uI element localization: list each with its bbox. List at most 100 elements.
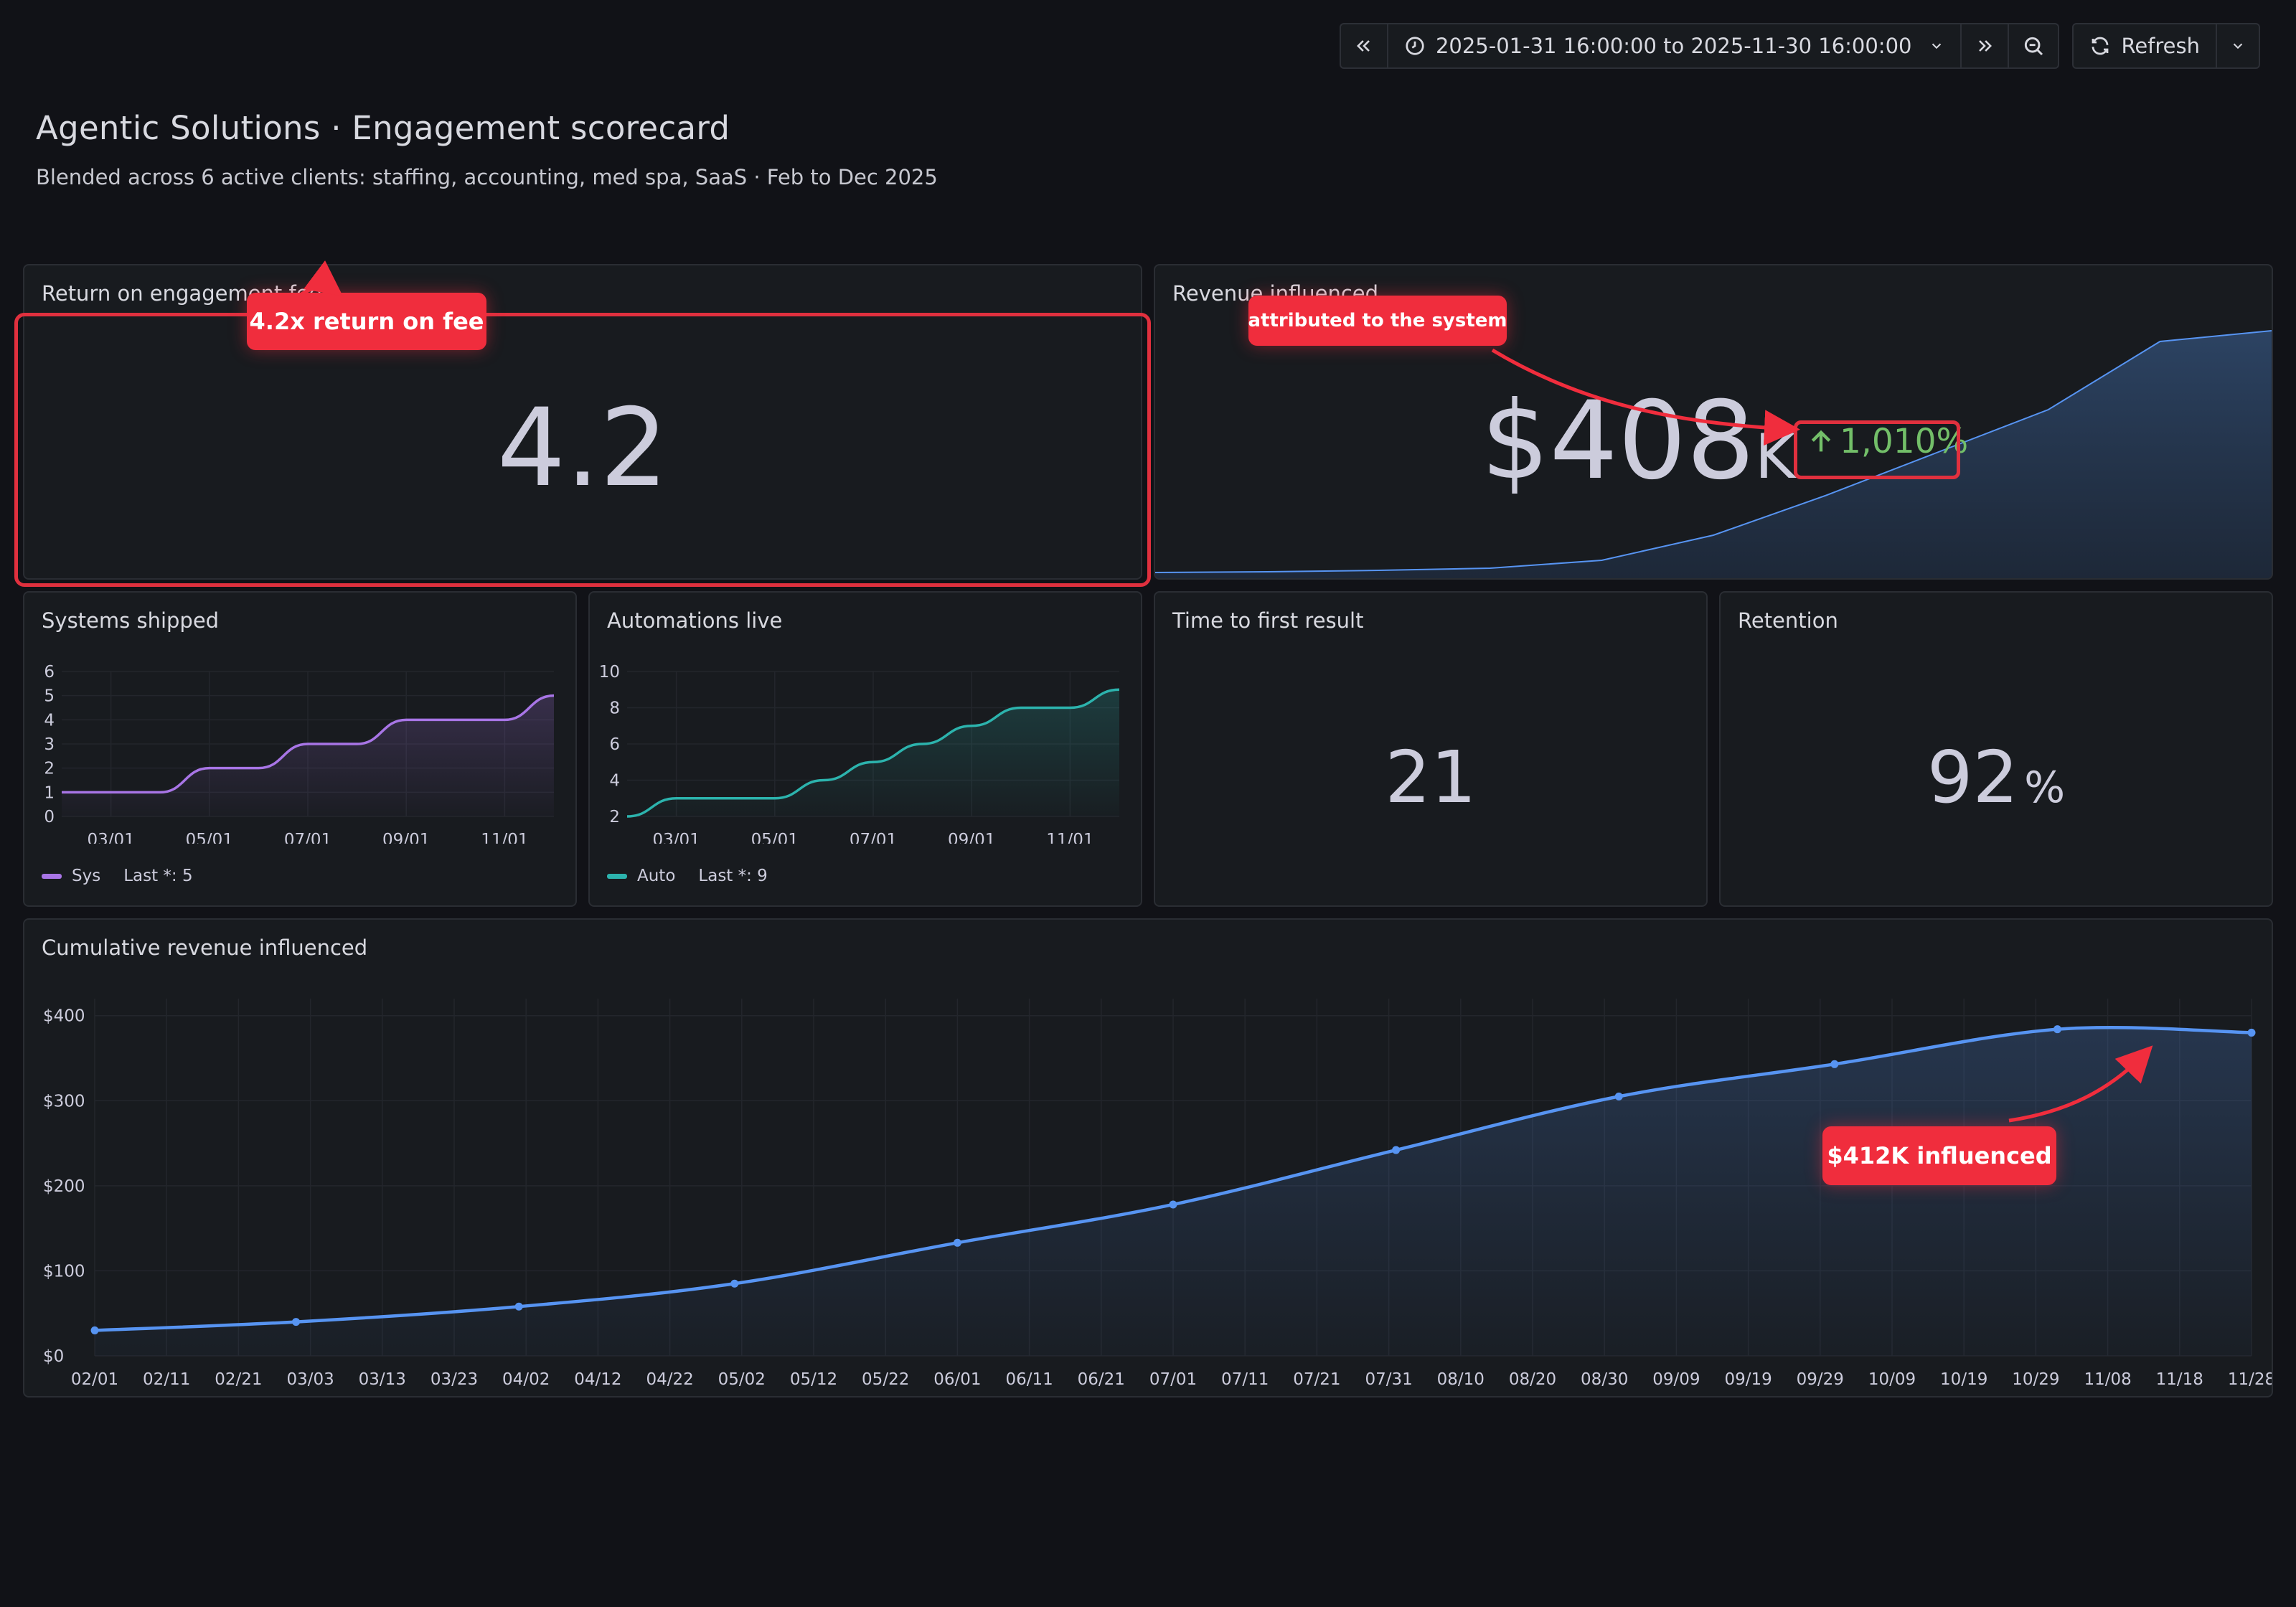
x-tick-label: 09/01	[382, 831, 430, 844]
x-tick-label: 02/21	[215, 1370, 262, 1389]
panel-title: Systems shipped	[42, 608, 220, 633]
roi-panel[interactable]: Return on engagement fee 4.2	[23, 264, 1142, 580]
retention-stat: 92%	[1721, 742, 2272, 814]
zoom-out-button[interactable]	[2008, 24, 2058, 67]
data-point[interactable]	[2247, 1028, 2256, 1037]
y-tick-label: 6	[609, 735, 620, 754]
time-range-picker[interactable]: 2025-01-31 16:00:00 to 2025-11-30 16:00:…	[1386, 24, 1961, 67]
y-tick-label: 5	[44, 687, 55, 706]
refresh-icon	[2092, 37, 2109, 55]
refresh-group: Refresh	[2072, 23, 2260, 69]
data-point[interactable]	[1169, 1200, 1177, 1209]
data-point[interactable]	[2053, 1025, 2061, 1034]
y-tick-label: 6	[44, 663, 55, 682]
x-tick-label: 03/01	[87, 831, 134, 844]
shift-time-back-button[interactable]	[1341, 24, 1387, 67]
data-point[interactable]	[90, 1326, 99, 1334]
x-tick-label: 10/29	[2012, 1370, 2059, 1389]
x-tick-label: 09/19	[1724, 1370, 1772, 1389]
refresh-interval-dropdown[interactable]	[2216, 24, 2259, 67]
x-tick-label: 02/11	[143, 1370, 190, 1389]
x-tick-label: 06/21	[1078, 1370, 1125, 1389]
x-tick-label: 07/21	[1293, 1370, 1340, 1389]
cumulative-revenue-chart: $0 $100 $200 $300 $400 02/01 02/11 02/21 03/03 03…	[43, 999, 2272, 1389]
data-point[interactable]	[292, 1318, 301, 1326]
time-to-first-result-panel[interactable]: Time to first result 21	[1154, 591, 1708, 907]
automations-live-panel[interactable]: Automations live 2 4 6 8 10 03/01 05/01 07/01 09…	[588, 591, 1142, 907]
cumulative-revenue-panel[interactable]: Cumulative revenue influenced $0 $100 $200…	[23, 918, 2273, 1398]
x-tick-label: 11/18	[2156, 1370, 2203, 1389]
x-tick-label: 09/01	[948, 831, 995, 844]
x-tick-label: 09/29	[1797, 1370, 1844, 1389]
revenue-stat: $408 K	[1481, 387, 1795, 495]
x-tick-label: 08/10	[1437, 1370, 1485, 1389]
data-point[interactable]	[1392, 1146, 1401, 1154]
x-tick-label: 07/31	[1365, 1370, 1412, 1389]
x-tick-label: 11/01	[481, 831, 528, 844]
legend-swatch	[42, 873, 62, 879]
double-chevron-right-icon	[1979, 40, 1992, 52]
automations-live-chart: 2 4 6 8 10 03/01 05/01 07/01 09/01 11/01	[599, 663, 1120, 844]
clock-icon	[1406, 37, 1424, 55]
chart-legend: Auto Last *: 9	[607, 867, 768, 885]
legend-swatch	[607, 873, 627, 879]
y-tick-label: 4	[44, 711, 55, 730]
systems-shipped-panel[interactable]: Systems shipped 0 1 2 3 4 5 6 03/01 05/01 07/01 09…	[23, 591, 577, 907]
series-line	[62, 694, 555, 794]
panel-title: Cumulative revenue influenced	[42, 936, 368, 960]
x-tick-label: 11/01	[1046, 831, 1093, 844]
time-range-label: 2025-01-31 16:00:00 to 2025-11-30 16:00:…	[1435, 34, 1912, 58]
x-tick-label: 11/08	[2084, 1370, 2131, 1389]
refresh-label: Refresh	[2121, 34, 2200, 58]
revenue-delta-value: 1,010%	[1840, 422, 1969, 461]
x-tick-label: 04/22	[646, 1370, 693, 1389]
data-point[interactable]	[1614, 1092, 1623, 1101]
page-subtitle: Blended across 6 active clients: staffin…	[36, 165, 938, 189]
series-area	[627, 689, 1119, 816]
shift-time-forward-button[interactable]	[1960, 24, 2008, 67]
ttfr-value: 21	[1385, 735, 1477, 819]
data-point[interactable]	[730, 1279, 739, 1288]
x-tick-label: 07/01	[850, 831, 897, 844]
y-tick-label: 0	[44, 808, 55, 826]
legend-series-name[interactable]: Auto	[637, 867, 676, 885]
x-tick-label: 03/03	[286, 1370, 334, 1389]
data-point[interactable]	[953, 1238, 961, 1247]
double-chevron-left-icon	[1356, 40, 1370, 52]
x-tick-label: 07/01	[284, 831, 331, 844]
zoom-out-icon	[2025, 37, 2043, 56]
legend-last-value: Last *: 5	[123, 867, 193, 885]
x-tick-label: 10/09	[1868, 1370, 1916, 1389]
roi-highlight-box	[14, 313, 1151, 587]
x-tick-label: 06/01	[933, 1370, 981, 1389]
panel-title: Retention	[1738, 608, 1838, 633]
x-tick-label: 08/30	[1581, 1370, 1628, 1389]
x-tick-label: 03/01	[652, 831, 700, 844]
series-area	[95, 1027, 2252, 1356]
revenue-sparkline-line	[1155, 330, 2272, 573]
x-tick-label: 08/20	[1509, 1370, 1556, 1389]
x-tick-label: 05/01	[751, 831, 799, 844]
legend-series-name[interactable]: Sys	[72, 867, 101, 885]
data-point[interactable]	[1830, 1060, 1839, 1068]
chevron-down-icon	[2233, 43, 2243, 50]
roi-annotation: 4.2x return on fee	[247, 293, 486, 350]
y-tick-label: $300	[43, 1092, 85, 1111]
y-tick-label: $400	[43, 1007, 85, 1026]
data-point[interactable]	[514, 1302, 523, 1311]
retention-panel[interactable]: Retention 92%	[1719, 591, 2273, 907]
arrow-up-icon	[1811, 430, 1831, 451]
y-tick-label: 2	[609, 808, 620, 826]
revenue-delta: 1,010%	[1807, 422, 1968, 461]
revenue-delta-highlight	[1794, 420, 1960, 479]
refresh-button[interactable]: Refresh	[2074, 24, 2216, 67]
revenue-sparkline-area	[1155, 331, 2272, 578]
x-tick-label: 03/13	[359, 1370, 406, 1389]
roi-value: 4.2	[497, 386, 669, 511]
x-tick-label: 10/19	[1940, 1370, 1987, 1389]
y-tick-label: 1	[44, 783, 55, 802]
y-tick-label: 8	[609, 699, 620, 718]
revenue-value: $408	[1481, 379, 1755, 504]
x-tick-label: 05/12	[790, 1370, 837, 1389]
time-picker-group: 2025-01-31 16:00:00 to 2025-11-30 16:00:…	[1339, 23, 2060, 69]
